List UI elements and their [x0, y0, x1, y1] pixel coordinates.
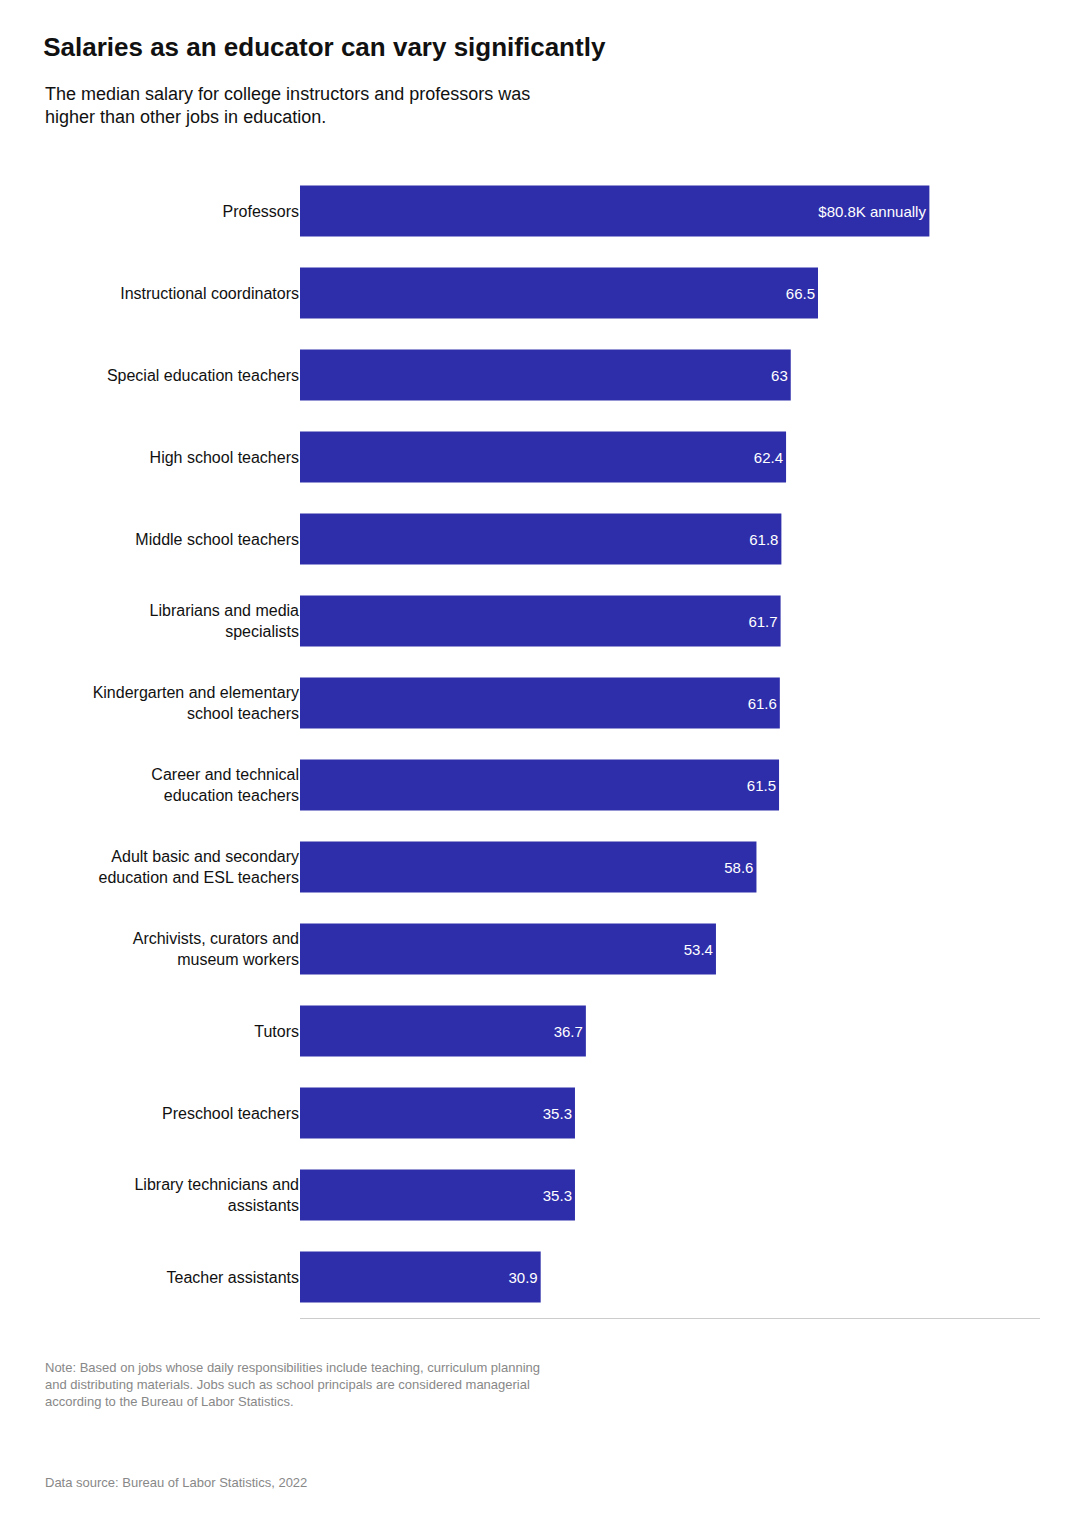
svg-text:The median salary for college: The median salary for college instructor… — [45, 84, 530, 127]
svg-text:$80.8K annually: $80.8K annually — [818, 203, 926, 220]
svg-text:Teacher assistants: Teacher assistants — [166, 1269, 299, 1286]
svg-text:Data source: Bureau of Labor S: Data source: Bureau of Labor Statistics,… — [45, 1475, 307, 1490]
svg-text:Library technicians andassista: Library technicians andassistants — [134, 1176, 299, 1214]
svg-text:35.3: 35.3 — [543, 1105, 572, 1122]
svg-text:63: 63 — [771, 367, 788, 384]
svg-text:Special education teachers: Special education teachers — [107, 367, 299, 384]
svg-text:Instructional coordinators: Instructional coordinators — [120, 285, 299, 302]
svg-text:Salaries as an educator can va: Salaries as an educator can vary signifi… — [43, 32, 606, 62]
svg-text:61.6: 61.6 — [748, 695, 777, 712]
svg-text:61.7: 61.7 — [748, 613, 777, 630]
svg-text:Kindergarten and elementarysch: Kindergarten and elementaryschool teache… — [93, 684, 299, 722]
svg-text:62.4: 62.4 — [754, 449, 783, 466]
svg-text:Archivists, curators andmuseum: Archivists, curators andmuseum workers — [133, 930, 299, 968]
svg-text:61.8: 61.8 — [749, 531, 778, 548]
svg-text:30.9: 30.9 — [508, 1269, 537, 1286]
svg-text:66.5: 66.5 — [786, 285, 815, 302]
svg-text:58.6: 58.6 — [724, 859, 753, 876]
svg-text:35.3: 35.3 — [543, 1187, 572, 1204]
svg-text:Note: Based on jobs whose dail: Note: Based on jobs whose daily responsi… — [45, 1360, 540, 1409]
svg-text:53.4: 53.4 — [684, 941, 713, 958]
svg-text:36.7: 36.7 — [554, 1023, 583, 1040]
svg-text:Tutors: Tutors — [254, 1023, 299, 1040]
svg-text:Preschool teachers: Preschool teachers — [162, 1105, 299, 1122]
svg-text:Librarians and mediaspecialist: Librarians and mediaspecialists — [150, 602, 300, 640]
svg-text:Adult basic and secondaryeduca: Adult basic and secondaryeducation and E… — [99, 848, 299, 886]
svg-text:Career and technicaleducation: Career and technicaleducation teachers — [151, 766, 299, 804]
svg-text:Professors: Professors — [223, 203, 299, 220]
svg-text:61.5: 61.5 — [747, 777, 776, 794]
svg-text:High school teachers: High school teachers — [150, 449, 299, 466]
svg-text:Middle school teachers: Middle school teachers — [135, 531, 299, 548]
